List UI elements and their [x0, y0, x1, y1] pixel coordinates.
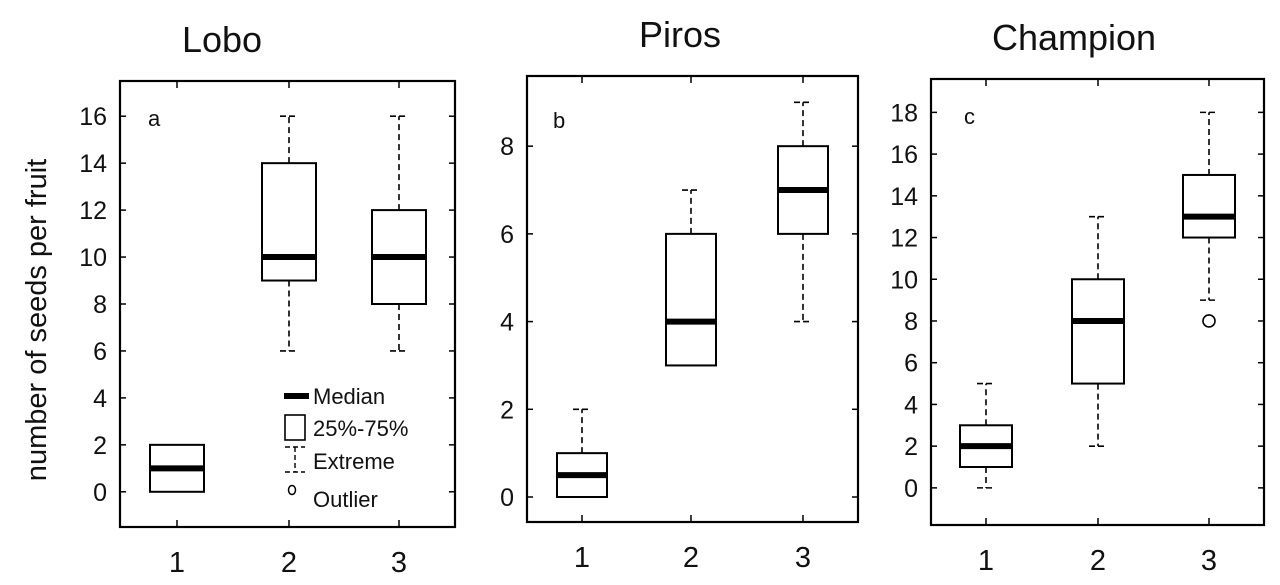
- panel-title: Piros: [639, 14, 721, 55]
- x-tick-label: 3: [391, 547, 407, 579]
- panel-piros: Piros b 0 2 4 6 8 1 2 3: [500, 14, 860, 574]
- y-tick-label: 0: [904, 475, 918, 503]
- y-tick-label: 8: [93, 291, 107, 319]
- whisker-swatch-icon: [285, 446, 305, 473]
- x-tick-label: 2: [1090, 545, 1106, 577]
- x-tick-label: 1: [169, 547, 185, 579]
- y-tick-label: 14: [79, 150, 107, 178]
- box-3: [371, 115, 427, 352]
- y-tick-label: 8: [904, 308, 918, 336]
- panel-letter: a: [148, 106, 161, 131]
- legend-label: Outlier: [313, 487, 378, 512]
- y-tick-label: 12: [79, 197, 107, 225]
- box-3: [1182, 111, 1236, 328]
- outlier-swatch-icon: [287, 484, 297, 496]
- y-tick-label: 6: [904, 350, 918, 378]
- panel-title: Lobo: [182, 19, 262, 60]
- legend-item-outlier: Outlier: [287, 484, 378, 512]
- legend-item-box: 25%-75%: [284, 414, 408, 441]
- plot-frame: [525, 74, 860, 524]
- box-1: [149, 443, 205, 493]
- box-swatch-icon: [284, 414, 306, 441]
- panel-letter: c: [964, 104, 975, 129]
- y-tick-label: 0: [93, 479, 107, 507]
- y-tick-label: 6: [93, 338, 107, 366]
- legend-label: Median: [313, 384, 385, 409]
- y-tick-label: 8: [500, 133, 514, 161]
- x-tick-label: 3: [795, 542, 811, 574]
- iqr-box: [665, 232, 717, 367]
- iqr-box: [261, 162, 317, 282]
- y-tick-label: 2: [500, 396, 514, 424]
- legend-item-extreme: Extreme: [285, 446, 395, 474]
- x-tick-label: 1: [574, 542, 590, 574]
- box-2: [1071, 215, 1125, 447]
- y-tick-label: 6: [500, 221, 514, 249]
- panel-title: Champion: [992, 17, 1156, 58]
- y-tick-label: 16: [79, 103, 107, 131]
- y-tick-label: 14: [890, 183, 918, 211]
- legend-label: 25%-75%: [313, 416, 408, 441]
- x-tick-label: 2: [281, 547, 297, 579]
- y-tick-label: 16: [890, 141, 918, 169]
- outlier-point: [1202, 314, 1216, 328]
- x-tick-label: 1: [978, 545, 994, 577]
- legend: Median 25%-75% Extreme Outlier: [284, 384, 408, 512]
- y-tick-label: 10: [890, 266, 918, 294]
- y-tick-label: 10: [79, 244, 107, 272]
- y-tick-label: 4: [904, 391, 918, 419]
- y-tick-label: 2: [904, 433, 918, 461]
- panel-letter: b: [553, 108, 565, 133]
- x-tick-label: 2: [683, 542, 699, 574]
- y-tick-label: 4: [93, 385, 107, 413]
- y-tick-label: 18: [890, 99, 918, 127]
- y-tick-label: 4: [500, 309, 514, 337]
- y-tick-label: 2: [93, 432, 107, 460]
- box-1: [959, 382, 1013, 489]
- box-2: [665, 189, 717, 367]
- median-swatch-icon: [284, 393, 309, 399]
- box-1: [556, 408, 608, 499]
- iqr-box: [1071, 278, 1125, 385]
- legend-item-median: Median: [284, 384, 385, 409]
- y-axis-label: number of seeds per fruit: [21, 159, 53, 481]
- iqr-box: [1182, 173, 1236, 239]
- y-tick-label: 0: [500, 484, 514, 512]
- y-tick-label: 12: [890, 225, 918, 253]
- legend-label: Extreme: [313, 449, 395, 474]
- x-tick-label: 3: [1201, 545, 1217, 577]
- box-2: [261, 115, 317, 352]
- plot-area: 0 2 4 6 8 1 2 3: [500, 74, 860, 574]
- box-3: [777, 101, 829, 323]
